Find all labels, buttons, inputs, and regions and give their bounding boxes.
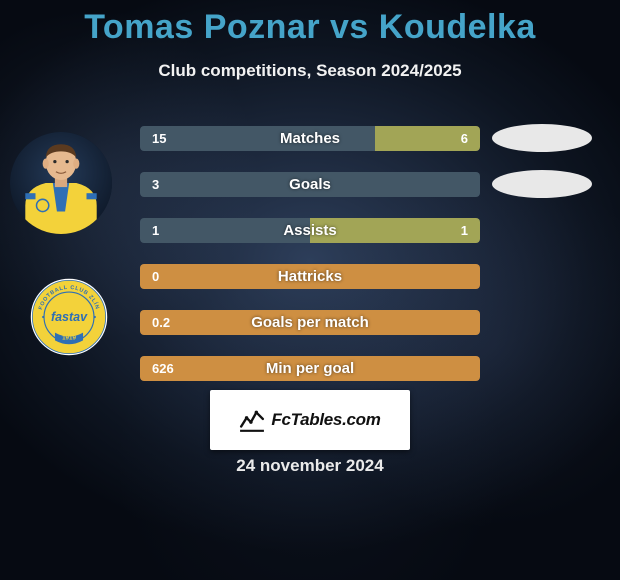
- stat-value-left: 3: [152, 177, 159, 192]
- stat-row: 0.2Goals per match: [140, 310, 480, 335]
- svg-text:fastav: fastav: [51, 310, 88, 324]
- stat-value-left: 626: [152, 361, 174, 376]
- stat-value-left: 0.2: [152, 315, 170, 330]
- stat-value-left: 0: [152, 269, 159, 284]
- stat-value-right: 6: [461, 131, 468, 146]
- player-photo: [10, 132, 112, 234]
- player-photo-svg: [10, 132, 112, 234]
- footer-brand-badge: FcTables.com: [210, 390, 410, 450]
- stat-bar-left: 15: [140, 126, 375, 151]
- stat-value-left: 15: [152, 131, 166, 146]
- club-badge: FOOTBALL CLUB ZLÍN fastav 1919: [30, 278, 108, 356]
- stat-row: 0Hattricks: [140, 264, 480, 289]
- stat-row: 626Min per goal: [140, 356, 480, 381]
- stat-bar-left: 0.2: [140, 310, 480, 335]
- page-title: Tomas Poznar vs Koudelka: [0, 0, 620, 47]
- svg-text:1919: 1919: [62, 335, 76, 342]
- stat-value-right: 1: [461, 223, 468, 238]
- stat-value-left: 1: [152, 223, 159, 238]
- comparison-chart: 156Matches3Goals11Assists0Hattricks0.2Go…: [140, 126, 480, 402]
- infographic: Tomas Poznar vs Koudelka Club competitio…: [0, 0, 620, 580]
- date-label: 24 november 2024: [0, 456, 620, 476]
- club-badge-svg: FOOTBALL CLUB ZLÍN fastav 1919: [30, 278, 108, 356]
- footer-brand-text: FcTables.com: [271, 410, 380, 430]
- stat-bar-left: 626: [140, 356, 480, 381]
- stat-row: 156Matches: [140, 126, 480, 151]
- stat-bar-right: 1: [310, 218, 480, 243]
- stat-row: 11Assists: [140, 218, 480, 243]
- chart-icon: [239, 407, 265, 433]
- stat-bar-right: 6: [375, 126, 480, 151]
- ellipse-marker: [492, 124, 592, 152]
- stat-row: 3Goals: [140, 172, 480, 197]
- ellipse-column: [492, 124, 592, 216]
- stat-bar-left: 1: [140, 218, 310, 243]
- ellipse-marker: [492, 170, 592, 198]
- stat-bar-left: 3: [140, 172, 480, 197]
- subtitle: Club competitions, Season 2024/2025: [0, 61, 620, 81]
- stat-bar-left: 0: [140, 264, 480, 289]
